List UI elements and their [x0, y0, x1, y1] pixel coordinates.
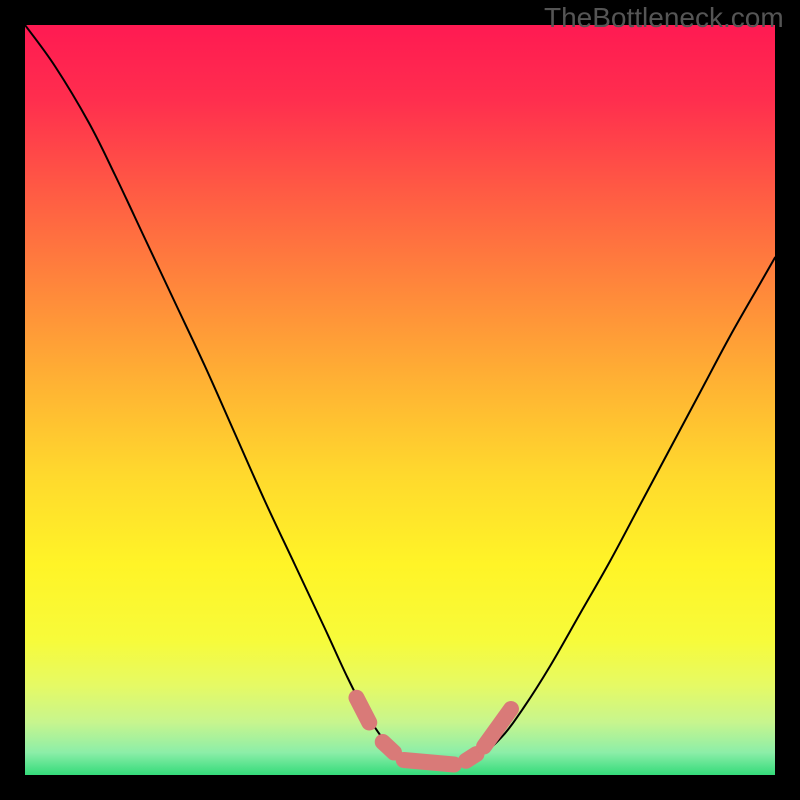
optimal-range-dash: [404, 760, 454, 765]
optimal-range-dash: [466, 754, 477, 761]
bottleneck-chart: [25, 25, 775, 775]
optimal-range-dash: [357, 698, 370, 723]
gradient-background: [25, 25, 775, 775]
watermark-text: TheBottleneck.com: [544, 2, 784, 34]
chart-frame: [25, 25, 775, 775]
optimal-range-dash: [383, 742, 394, 753]
